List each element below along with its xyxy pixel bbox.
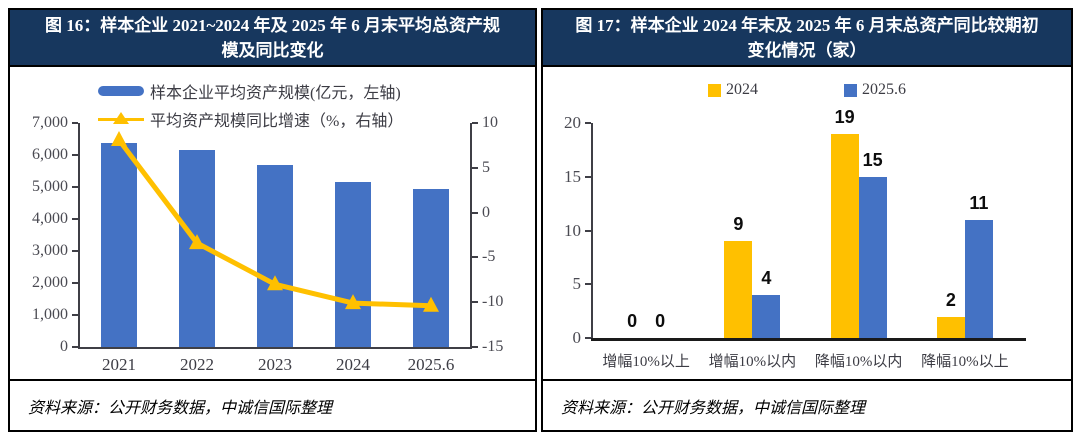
count-bar <box>724 241 753 338</box>
count-bar <box>830 133 859 338</box>
legend-item: 2024 <box>708 81 758 99</box>
x-axis-category-label: 2024 <box>336 355 370 374</box>
left-y-tick <box>72 250 78 252</box>
left-y-tick-label: 6,000 <box>32 146 68 163</box>
x-axis-line <box>78 347 472 349</box>
bar-data-label: 2 <box>945 289 956 310</box>
fig17-grouped-bar-chart: 2024 2025.6 0 5 10 15 20 0 0 增幅10%以上 9 4 增幅10%以内 19 15… <box>543 67 1071 379</box>
right-y-tick <box>472 301 478 304</box>
x-axis-category-label: 2025.6 <box>407 355 455 374</box>
right-y-tick <box>472 211 478 214</box>
triangle-marker-icon <box>345 294 361 310</box>
growth-rate-line-series <box>111 131 439 312</box>
legend-bar-label: 样本企业平均资产规模(亿元，左轴) <box>150 85 401 102</box>
fig16-title: 图 16：样本企业 2021~2024 年及 2025 年 6 月末平均总资产规… <box>10 10 535 67</box>
asset-scale-bar <box>257 164 293 347</box>
left-y-axis-line <box>78 123 80 349</box>
x-axis-category-label: 降幅10%以上 <box>921 354 1009 370</box>
y-tick <box>585 229 591 232</box>
panel-fig16: 图 16：样本企业 2021~2024 年及 2025 年 6 月末平均总资产规… <box>8 8 537 432</box>
count-bar <box>858 176 887 338</box>
legend-line-marker-icon <box>113 112 129 124</box>
x-axis-category-label: 增幅10%以内 <box>708 354 797 370</box>
bar-data-label: 15 <box>862 149 883 170</box>
fig16-source-note: 资料来源：公开财务数据，中诚信国际整理 <box>10 379 535 430</box>
count-bar <box>964 219 993 338</box>
x-axis-category-label: 2023 <box>258 355 292 374</box>
right-y-axis-line <box>470 123 472 349</box>
x-axis-category-label: 增幅10%以上 <box>602 354 690 370</box>
bar-data-label: 4 <box>761 268 772 288</box>
y-axis-line <box>591 123 593 340</box>
left-y-tick <box>72 346 78 348</box>
y-tick-label: 15 <box>564 166 581 186</box>
right-y-tick-label: 0 <box>482 203 490 221</box>
right-y-tick-label: -5 <box>482 248 496 266</box>
fig17-source-note: 资料来源：公开财务数据，中诚信国际整理 <box>543 379 1071 430</box>
legend-item-bar-series: 样本企业平均资产规模(亿元，左轴) <box>98 79 401 103</box>
right-y-tick-label: -10 <box>482 293 504 311</box>
count-bar <box>936 316 965 338</box>
y-tick-label: 0 <box>572 328 582 347</box>
left-y-tick <box>72 282 78 284</box>
y-tick <box>585 122 591 124</box>
fig16-combo-chart: 样本企业平均资产规模(亿元，左轴) 平均资产规模同比增速（%，右轴） 0 1,000 2… <box>10 67 535 379</box>
bar-data-label: 0 <box>627 311 638 331</box>
legend-square-swatch <box>844 83 857 97</box>
panel-fig17: 图 17：样本企业 2024 年末及 2025 年 6 月末总资产同比较期初变化… <box>541 8 1073 432</box>
count-bar <box>752 295 781 338</box>
right-y-tick <box>472 122 478 124</box>
legend-item: 2025.6 <box>844 81 906 99</box>
left-y-tick-label: 2,000 <box>32 274 68 291</box>
x-axis-category-label: 降幅10%以内 <box>814 354 903 370</box>
bar-data-label: 9 <box>733 214 744 235</box>
legend-line-label: 平均资产规模同比增速（%，右轴） <box>150 113 404 130</box>
triangle-marker-icon <box>189 234 205 250</box>
y-tick <box>585 337 591 339</box>
asset-scale-bar <box>101 143 137 347</box>
x-axis-category-label: 2021 <box>102 355 136 374</box>
y-tick <box>585 283 591 286</box>
legend: 2024 2025.6 <box>543 81 1071 99</box>
legend-series-label: 2024 <box>726 81 758 98</box>
y-tick <box>585 175 591 178</box>
x-axis-line <box>591 338 1026 341</box>
triangle-marker-icon <box>423 296 439 312</box>
bar-data-label: 0 <box>655 311 666 331</box>
left-y-tick <box>72 218 78 220</box>
legend-series-label: 2025.6 <box>862 81 906 98</box>
y-tick-label: 10 <box>564 220 581 240</box>
left-y-tick-label: 5,000 <box>32 178 68 195</box>
right-y-tick-label: 10 <box>482 114 498 131</box>
left-y-tick-label: 7,000 <box>32 114 68 131</box>
right-y-tick <box>472 346 478 348</box>
asset-scale-bar <box>413 188 449 347</box>
legend-line-swatch <box>98 112 144 126</box>
right-y-tick <box>472 166 478 169</box>
left-y-tick-label: 1,000 <box>32 306 68 323</box>
left-y-tick-label: 3,000 <box>32 242 68 259</box>
right-y-tick-label: -15 <box>482 338 504 355</box>
legend-bar-swatch <box>98 86 144 96</box>
fig17-title: 图 17：样本企业 2024 年末及 2025 年 6 月末总资产同比较期初变化… <box>543 10 1071 67</box>
bar-data-label: 11 <box>969 192 989 213</box>
left-y-tick-label: 4,000 <box>32 210 68 227</box>
right-y-tick-label: 5 <box>482 158 490 176</box>
triangle-marker-icon <box>111 131 127 147</box>
left-y-tick <box>72 122 78 124</box>
y-tick-label: 5 <box>572 274 582 294</box>
left-y-tick <box>72 186 78 188</box>
triangle-marker-icon <box>267 275 283 291</box>
right-y-tick <box>472 256 478 259</box>
left-y-tick <box>72 314 78 316</box>
bar-data-label: 19 <box>834 106 855 127</box>
left-y-tick-label: 0 <box>60 338 68 355</box>
x-axis-category-label: 2022 <box>180 355 214 374</box>
asset-scale-bar <box>335 182 371 347</box>
y-tick-label: 20 <box>564 113 581 132</box>
left-y-tick <box>72 154 78 156</box>
legend-item-line-series: 平均资产规模同比增速（%，右轴） <box>98 107 403 131</box>
legend-square-swatch <box>708 83 721 97</box>
